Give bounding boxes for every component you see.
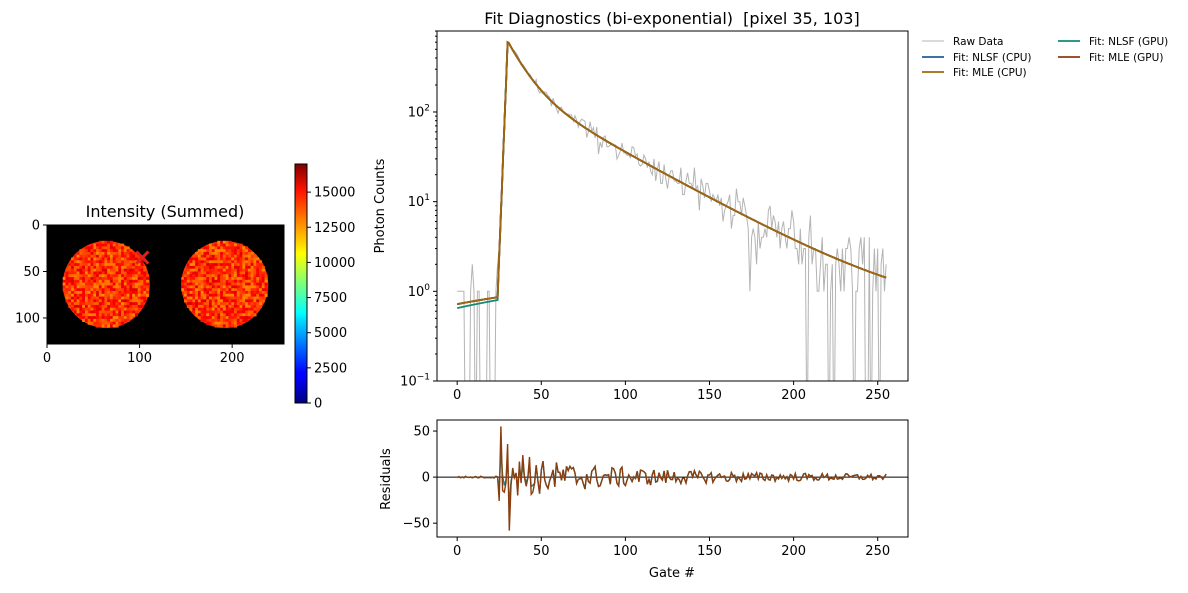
- intensity-xtick-label: 0: [43, 351, 51, 366]
- colorbar-frame: [294, 163, 308, 404]
- residual-axes-frame: [436, 419, 909, 538]
- pixel-marker-stroke: [135, 250, 150, 265]
- residual-xtick-label: 50: [533, 544, 550, 559]
- colorbar-gradient: [295, 164, 307, 403]
- intensity-ytick-label: 0: [32, 219, 40, 234]
- colorbar-tick-label: 15000: [314, 186, 355, 201]
- colorbar-tick-label: 7500: [314, 291, 347, 306]
- colorbar-tick-label: 0: [314, 397, 322, 412]
- legend-item: Raw Data: [922, 36, 1004, 48]
- decay-series: [456, 40, 887, 381]
- decay-title: Fit Diagnostics (bi-exponential) [pixel …: [484, 9, 859, 28]
- decay-ytick-label: 10−1: [400, 373, 430, 390]
- legend-label: Fit: MLE (GPU): [1089, 52, 1163, 64]
- residual-ytick-label: 0: [422, 471, 430, 486]
- residual-ticks: 0 50 100 150 200 250 −50 0 50: [403, 425, 891, 559]
- intensity-ytick-label: 100: [15, 311, 40, 326]
- residual-ylabel: Residuals: [379, 448, 394, 510]
- residual-series: [437, 426, 908, 531]
- colorbar-ticks: 0 2500 5000 7500 10000 12500 15000: [307, 186, 355, 412]
- residual-xlabel: Gate #: [649, 566, 695, 581]
- residual-ytick-label: 50: [413, 425, 430, 440]
- legend: Raw Data Fit: NLSF (GPU) Fit: NLSF (CPU) Fi…: [922, 36, 1168, 79]
- colorbar-tick-label: 2500: [314, 361, 347, 376]
- residual-panel: 0 50 100 150 200 250 −50 0 50 Residuals Gate #: [379, 419, 909, 581]
- decay-ticks: 0 50 100 150 200 250 10−1 100 101 102: [400, 30, 890, 403]
- colorbar-tick-label: 12500: [314, 221, 355, 236]
- intensity-xtick-label: 200: [220, 351, 245, 366]
- decay-ytick-label: 102: [408, 103, 430, 120]
- decay-axes-frame: [436, 30, 909, 382]
- residual-ytick-label: −50: [403, 517, 430, 532]
- intensity-ytick-label: 50: [23, 265, 40, 280]
- intensity-xtick-label: 100: [127, 351, 152, 366]
- legend-label: Fit: MLE (CPU): [953, 67, 1027, 79]
- decay-xtick-label: 50: [533, 388, 550, 403]
- decay-xtick-label: 100: [613, 388, 638, 403]
- decay-xtick-label: 200: [781, 388, 806, 403]
- residual-xtick-label: 100: [613, 544, 638, 559]
- pixel-marker: [135, 250, 150, 265]
- intensity-panel: Intensity (Summed) 0 100 200 0 50 100: [15, 202, 285, 367]
- residual-xtick-label: 150: [697, 544, 722, 559]
- series-raw-data: [457, 41, 887, 381]
- colorbar-tick-label: 10000: [314, 256, 355, 271]
- intensity-image-frame: [46, 224, 285, 345]
- series-fit-mle-cpu: [457, 40, 887, 305]
- intensity-disks: [62, 240, 269, 329]
- decay-panel: Fit Diagnostics (bi-exponential) [pixel …: [373, 9, 909, 403]
- residual-xtick-label: 250: [865, 544, 890, 559]
- decay-xtick-label: 0: [453, 388, 461, 403]
- legend-item: Fit: NLSF (GPU): [1058, 36, 1168, 48]
- legend-item: Fit: MLE (CPU): [922, 67, 1027, 79]
- legend-item: Fit: MLE (GPU): [1058, 52, 1163, 64]
- residual-xtick-label: 0: [453, 544, 461, 559]
- legend-item: Fit: NLSF (CPU): [922, 52, 1031, 64]
- decay-xtick-label: 250: [865, 388, 890, 403]
- intensity-disk: [62, 240, 150, 329]
- residual-xtick-label: 200: [781, 544, 806, 559]
- decay-ylabel: Photon Counts: [373, 158, 388, 253]
- intensity-ticks: 0 100 200 0 50 100: [15, 219, 244, 367]
- colorbar-tick-label: 5000: [314, 326, 347, 341]
- decay-ytick-label: 101: [408, 193, 430, 210]
- legend-label: Raw Data: [953, 36, 1004, 48]
- decay-xtick-label: 150: [697, 388, 722, 403]
- series-fit-mle-gpu: [457, 40, 887, 305]
- residual-series-fit-mle-gpu: [456, 426, 887, 531]
- series-fit-nlsf-cpu: [457, 40, 887, 305]
- legend-label: Fit: NLSF (GPU): [1089, 36, 1168, 48]
- intensity-disk: [181, 240, 269, 329]
- series-fit-nlsf-gpu: [456, 40, 887, 309]
- legend-label: Fit: NLSF (CPU): [953, 52, 1031, 64]
- intensity-title: Intensity (Summed): [86, 202, 245, 221]
- decay-ytick-label: 100: [408, 283, 431, 300]
- colorbar: 0 2500 5000 7500 10000 12500 15000: [294, 163, 355, 412]
